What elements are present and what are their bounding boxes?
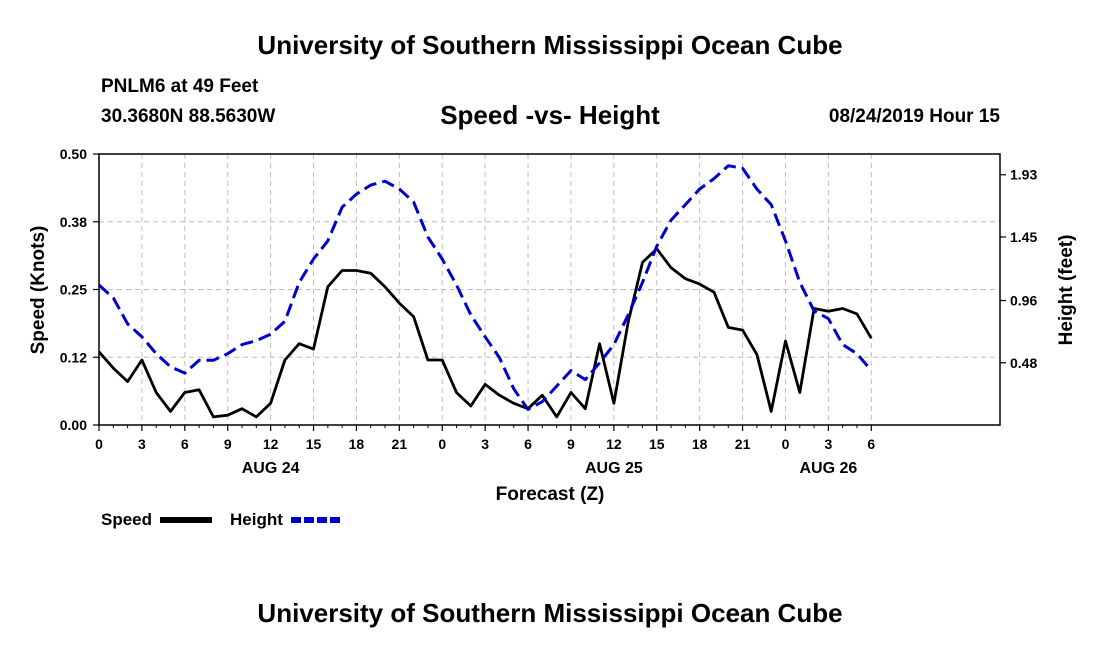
x-axis-label: Forecast (Z) [496,484,605,505]
x-tick-label: 6 [867,436,875,452]
axes: 0 3 6 9 12 15 18 21 0 3 6 9 12 15 18 21 0 3 6 AUG 24 AUG 25 A… [60,146,1038,477]
y-left-tick-label: 0.25 [60,282,87,298]
y-left-tick-label: 0.12 [60,349,87,365]
x-tick-label: 9 [567,436,575,452]
y-axis-left-label: Speed (Knots) [28,226,49,355]
x-tick-label: 3 [824,436,832,452]
x-tick-label: 21 [392,436,408,452]
x-tick-label: 15 [649,436,665,452]
x-tick-label: 0 [782,436,790,452]
legend: Speed Height [101,510,343,529]
height-series-line [97,164,873,411]
y-left-tick-label: 0.00 [60,417,87,433]
legend-label-height: Height [230,510,283,529]
x-tick-label: 6 [524,436,532,452]
y-right-tick-label: 1.93 [1010,167,1037,183]
station-label: PNLM6 at 49 Feet [101,76,259,97]
station-coords: 30.3680N 88.5630W [101,106,276,127]
date-label: AUG 24 [242,460,300,477]
x-tick-label: 0 [438,436,446,452]
y-right-tick-label: 1.45 [1010,229,1037,245]
bottom-title: University of Southern Mississippi Ocean… [257,598,843,628]
y-left-tick-label: 0.50 [60,146,87,162]
forecast-datetime: 08/24/2019 Hour 15 [828,106,1000,127]
x-tick-label: 3 [481,436,489,452]
y-right-tick-label: 0.96 [1010,293,1037,309]
x-tick-label: 15 [306,436,322,452]
x-tick-label: 12 [606,436,622,452]
x-tick-label: 21 [735,436,751,452]
x-tick-label: 18 [349,436,365,452]
legend-label-speed: Speed [101,510,152,529]
series [97,164,873,419]
date-label: AUG 26 [799,460,857,477]
top-title: University of Southern Mississippi Ocean… [257,30,843,60]
x-tick-label: 6 [181,436,189,452]
x-tick-label: 9 [224,436,232,452]
y-right-tick-label: 0.48 [1010,355,1037,371]
x-tick-label: 12 [263,436,279,452]
x-tick-label: 0 [95,436,103,452]
grid [99,154,1000,425]
speed-series-line [97,247,873,419]
x-tick-label: 3 [138,436,146,452]
date-label: AUG 25 [585,460,643,477]
y-left-tick-label: 0.38 [60,214,87,230]
x-tick-label: 18 [692,436,708,452]
chart-title: Speed -vs- Height [440,100,660,130]
y-axis-right-label: Height (feet) [1056,235,1077,346]
